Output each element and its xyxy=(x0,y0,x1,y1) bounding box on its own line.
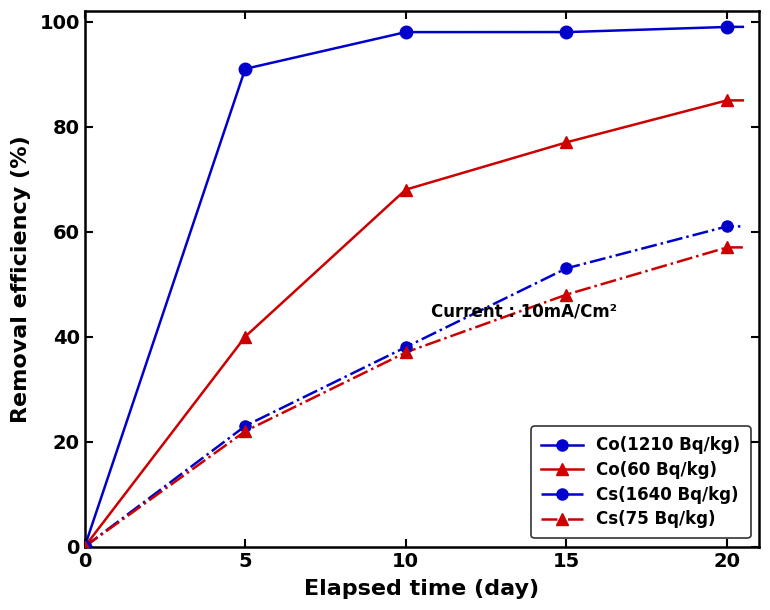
X-axis label: Elapsed time (day): Elapsed time (day) xyxy=(304,579,539,599)
Text: Current : 10mA/Cm²: Current : 10mA/Cm² xyxy=(431,303,618,321)
Y-axis label: Removal efficiency (%): Removal efficiency (%) xyxy=(11,135,31,423)
Legend: Co(1210 Bq/kg), Co(60 Bq/kg), Cs(1640 Bq/kg), Cs(75 Bq/kg): Co(1210 Bq/kg), Co(60 Bq/kg), Cs(1640 Bq… xyxy=(531,426,751,539)
